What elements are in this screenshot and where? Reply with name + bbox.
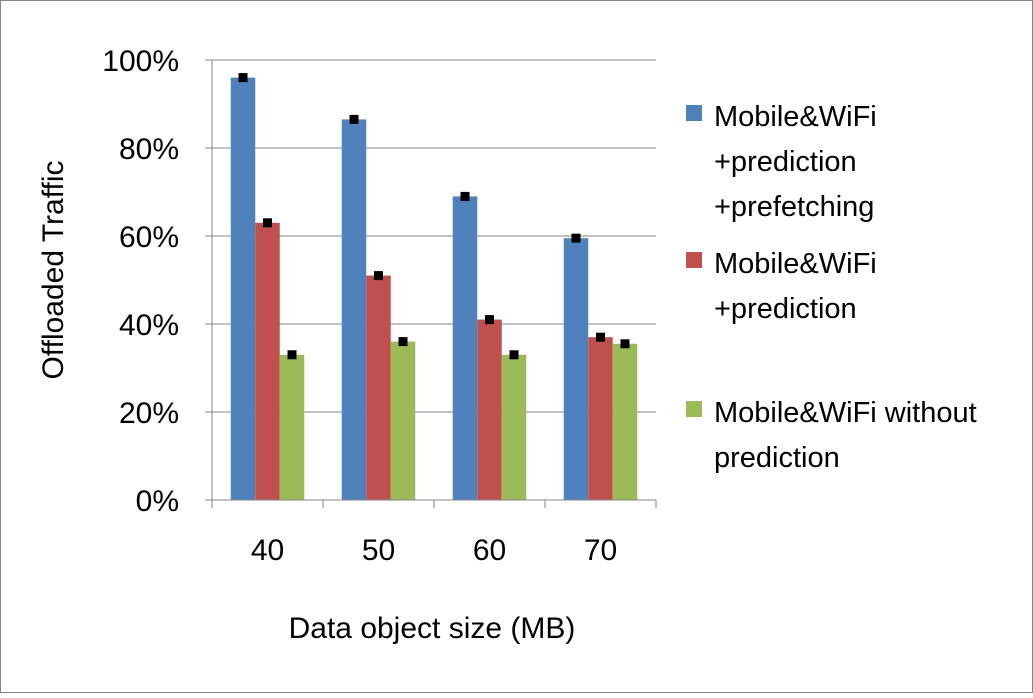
error-marker — [596, 332, 605, 342]
bar-1-50 — [341, 119, 367, 501]
legend-swatch-series-1 — [686, 105, 702, 121]
error-marker — [349, 114, 359, 124]
legend-item-series-1: Mobile&WiFi +prediction +prefetching — [686, 95, 1024, 230]
x-tick-label: 60 — [473, 534, 506, 567]
y-tick-label: 80% — [119, 133, 179, 166]
bar-3-60 — [501, 354, 527, 500]
y-tick-label: 40% — [119, 309, 179, 342]
error-marker — [460, 191, 470, 201]
bar-3-40 — [279, 354, 305, 500]
bar-2-40 — [255, 222, 280, 501]
y-tick-label: 0% — [136, 485, 179, 518]
y-tick-label: 100% — [102, 45, 179, 78]
bar-2-60 — [477, 319, 502, 500]
error-marker — [620, 339, 630, 349]
bar-3-50 — [390, 341, 416, 500]
error-marker — [374, 271, 383, 281]
x-axis-title: Data object size (MB) — [289, 612, 576, 645]
bar-1-60 — [452, 196, 478, 500]
y-tick-label: 20% — [119, 397, 179, 430]
bar-2-70 — [588, 337, 613, 500]
bar-3-70 — [612, 343, 638, 500]
legend-label-series-1: Mobile&WiFi +prediction +prefetching — [714, 101, 877, 223]
error-marker — [398, 337, 408, 347]
bar-2-50 — [366, 275, 391, 500]
x-tick-label: 40 — [251, 534, 284, 567]
error-marker — [571, 233, 581, 243]
error-marker — [485, 315, 494, 325]
error-marker — [263, 218, 272, 228]
legend-label-series-3: Mobile&WiFi without prediction — [714, 397, 977, 474]
legend-swatch-series-2 — [686, 252, 702, 268]
bar-1-70 — [563, 238, 589, 500]
bar-1-40 — [230, 77, 256, 500]
legend-label-series-2: Mobile&WiFi +prediction — [714, 248, 877, 325]
y-axis-title: Offloaded Traffic — [37, 160, 70, 379]
y-tick-label: 60% — [119, 221, 179, 254]
error-marker — [509, 350, 519, 360]
x-tick-label: 50 — [362, 534, 395, 567]
error-marker — [287, 350, 297, 360]
axes: 0% 20% 40% 60% 80% 100% 40 50 60 70 — [102, 45, 657, 567]
error-marker — [238, 73, 248, 83]
error-markers — [238, 73, 630, 360]
bars — [230, 77, 638, 501]
legend-item-series-2: Mobile&WiFi +prediction — [686, 242, 1024, 332]
legend-item-series-3: Mobile&WiFi without prediction — [686, 391, 1024, 481]
legend-swatch-series-3 — [686, 401, 702, 417]
x-tick-label: 70 — [584, 534, 617, 567]
